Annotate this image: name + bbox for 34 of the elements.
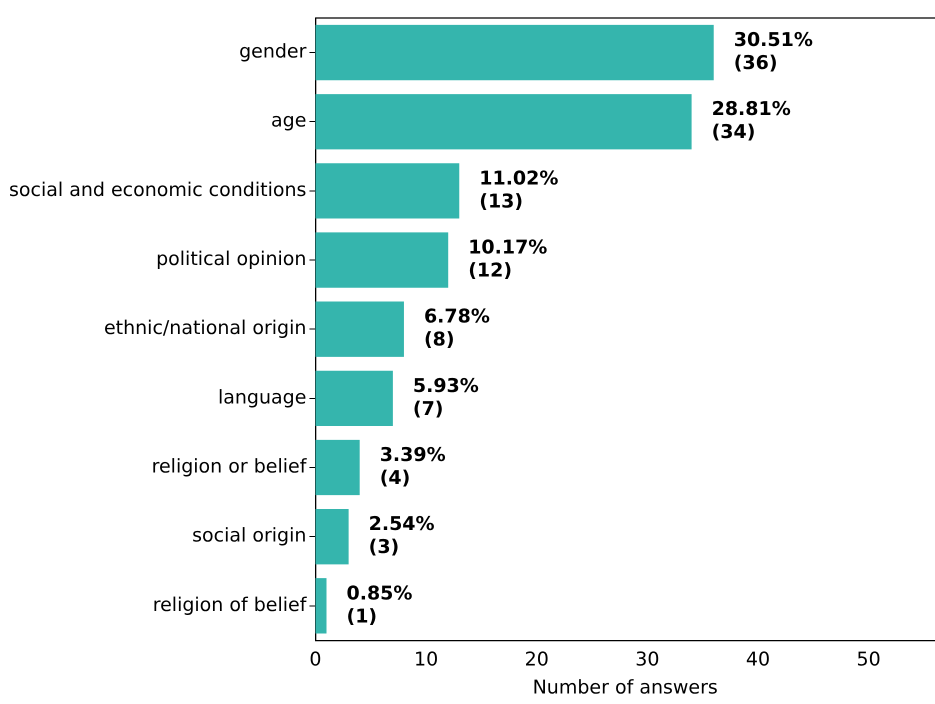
data-label: 3.39% (4): [380, 444, 446, 489]
x-axis-title: Number of answers: [532, 676, 718, 699]
x-tick-label: 10: [414, 648, 438, 671]
bar: [315, 440, 360, 496]
data-label: 6.78% (8): [424, 306, 490, 351]
x-tick-label: 0: [309, 648, 322, 671]
bar: [315, 232, 448, 288]
y-tick-label: age: [271, 110, 306, 132]
bar: [315, 509, 349, 564]
y-tick-label: political opinion: [156, 248, 306, 270]
x-tick-label: 50: [856, 648, 881, 671]
bar: [315, 578, 327, 634]
bar: [315, 24, 714, 80]
data-label: 11.02% (13): [479, 167, 558, 212]
y-tick-label: social and economic conditions: [8, 178, 306, 201]
data-label: 2.54% (3): [368, 513, 435, 558]
y-tick-label: religion or belief: [152, 455, 308, 478]
data-label: 5.93% (7): [412, 374, 479, 420]
data-label: 0.85% (1): [346, 582, 412, 628]
data-label: 28.81% (34): [712, 98, 791, 144]
y-tick-label: language: [218, 386, 306, 408]
data-label: 30.51% (36): [734, 29, 813, 74]
x-tick-label: 20: [524, 648, 549, 671]
y-tick-label: gender: [239, 40, 307, 63]
bar: [315, 302, 404, 357]
data-label: 10.17% (12): [468, 236, 548, 282]
y-tick-label: religion of belief: [152, 594, 308, 616]
x-tick-label: 40: [746, 648, 770, 671]
bar: [315, 94, 692, 150]
x-tick-label: 30: [635, 648, 660, 671]
y-tick-label: social origin: [192, 524, 306, 547]
bar: [315, 370, 393, 426]
bar: [315, 163, 460, 219]
y-tick-label: ethnic/national origin: [104, 317, 306, 340]
